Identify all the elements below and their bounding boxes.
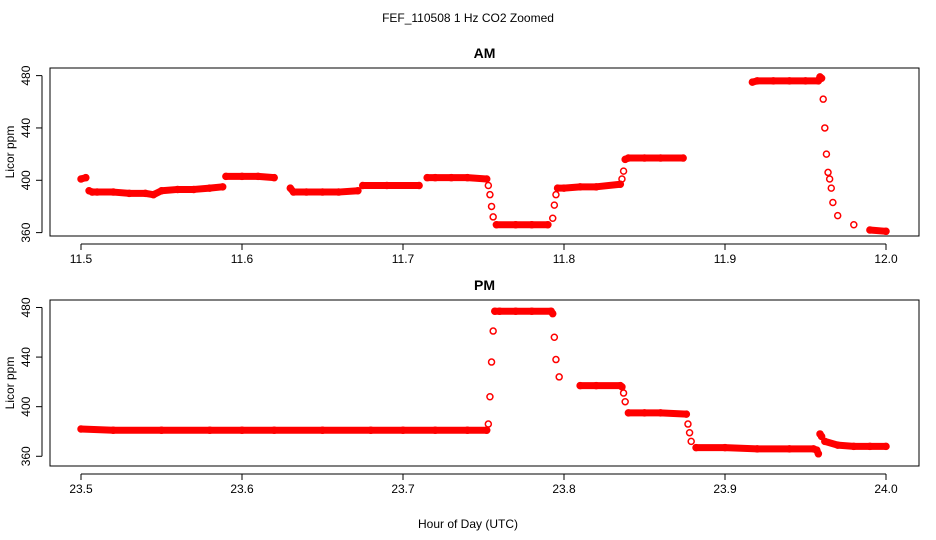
am-data-point <box>415 181 423 190</box>
pm-point-run <box>721 444 761 453</box>
pm-data-point <box>621 397 629 406</box>
pm-plot-frame <box>49 299 920 467</box>
am-data-point <box>882 227 890 236</box>
pm-panel-title: PM <box>474 277 495 293</box>
x-axis-label: Hour of Day (UTC) <box>418 517 518 531</box>
am-data-point <box>817 74 826 82</box>
am-y-tick-label: 440 <box>19 118 33 138</box>
am-plot-frame <box>49 67 920 237</box>
am-point-run <box>592 180 624 191</box>
panel-pm: PM 23.5 23.6 23.7 23.8 23.9 24.0 360 400 440 480 Li… <box>3 277 920 496</box>
pm-x-tick-label: 24.0 <box>874 482 898 496</box>
am-data-point <box>270 173 278 182</box>
am-x-tick-label: 11.6 <box>231 252 254 266</box>
am-y-tick-label: 400 <box>19 170 33 190</box>
am-data-point <box>550 201 559 209</box>
pm-point-run <box>77 425 117 434</box>
am-data-point <box>552 190 560 199</box>
am-data-point <box>218 183 227 191</box>
pm-x-tick-label: 23.9 <box>713 482 737 496</box>
am-data-point <box>827 184 836 192</box>
am-data-point <box>819 95 827 103</box>
pm-y-tick-label: 400 <box>19 396 33 416</box>
pm-data-point <box>555 373 563 381</box>
am-data-point <box>850 221 858 229</box>
pm-data-point <box>550 333 559 341</box>
am-data-point <box>486 190 494 199</box>
panel-am: AM 11.5 11.6 11.7 11.8 11.9 12.0 360 400 440 480 Li… <box>3 45 920 266</box>
am-x-tick-label: 11.8 <box>553 252 576 266</box>
am-y-tick-label: 480 <box>19 65 33 85</box>
am-point-run <box>816 73 826 82</box>
am-data-point <box>487 202 496 211</box>
pm-y-tick-label: 360 <box>19 446 33 466</box>
am-x-tick-label: 11.5 <box>70 252 93 266</box>
pm-x-tick-label: 23.5 <box>69 482 93 496</box>
am-data-point <box>618 175 626 183</box>
am-data-point <box>544 221 552 229</box>
am-data-point <box>489 213 497 221</box>
pm-data-point <box>489 327 497 335</box>
pm-data-point <box>882 442 890 451</box>
pm-y-tick-label: 480 <box>19 297 33 317</box>
am-point-run <box>206 183 227 192</box>
pm-data-point <box>687 437 695 446</box>
am-data-point <box>833 211 842 220</box>
pm-data-point <box>814 450 823 458</box>
am-data-point <box>482 175 491 183</box>
am-data-point <box>821 124 829 132</box>
pm-data-point <box>619 389 628 397</box>
pm-y-axis-label: Licor ppm <box>3 357 17 410</box>
pm-point-run <box>616 382 626 391</box>
am-data-point <box>822 150 831 158</box>
am-x-tick-label: 12.0 <box>874 252 898 266</box>
am-x-tick-label: 11.9 <box>714 252 737 266</box>
am-x-tick-label: 11.7 <box>392 252 415 266</box>
am-y-tick-label: 360 <box>19 222 33 242</box>
pm-data-point <box>486 393 494 401</box>
pm-data-point <box>682 410 691 418</box>
pm-y-tick-label: 440 <box>19 347 33 367</box>
am-data-point <box>824 168 832 177</box>
am-data-point <box>619 167 628 175</box>
am-data-point <box>82 173 90 182</box>
pm-data-point <box>817 432 826 441</box>
am-data-point <box>354 187 362 195</box>
pm-x-tick-label: 23.7 <box>391 482 415 496</box>
pm-data-point <box>487 358 496 366</box>
am-data-point <box>484 181 493 190</box>
pm-data-point <box>684 420 692 428</box>
am-data-point <box>829 198 837 207</box>
pm-data-point <box>548 309 557 318</box>
pm-x-tick-label: 23.6 <box>230 482 254 496</box>
am-y-axis-label: Licor ppm <box>3 126 17 179</box>
am-panel-title: AM <box>474 45 496 61</box>
am-data-point <box>825 175 834 183</box>
am-data-point <box>548 214 557 222</box>
chart-main-title: FEF_110508 1 Hz CO2 Zoomed <box>382 11 554 25</box>
pm-data-point <box>685 428 694 437</box>
pm-x-tick-label: 23.8 <box>552 482 576 496</box>
pm-point-run <box>657 409 690 418</box>
pm-data-point <box>484 420 493 428</box>
am-data-point <box>679 154 687 162</box>
pm-data-point <box>552 355 560 364</box>
